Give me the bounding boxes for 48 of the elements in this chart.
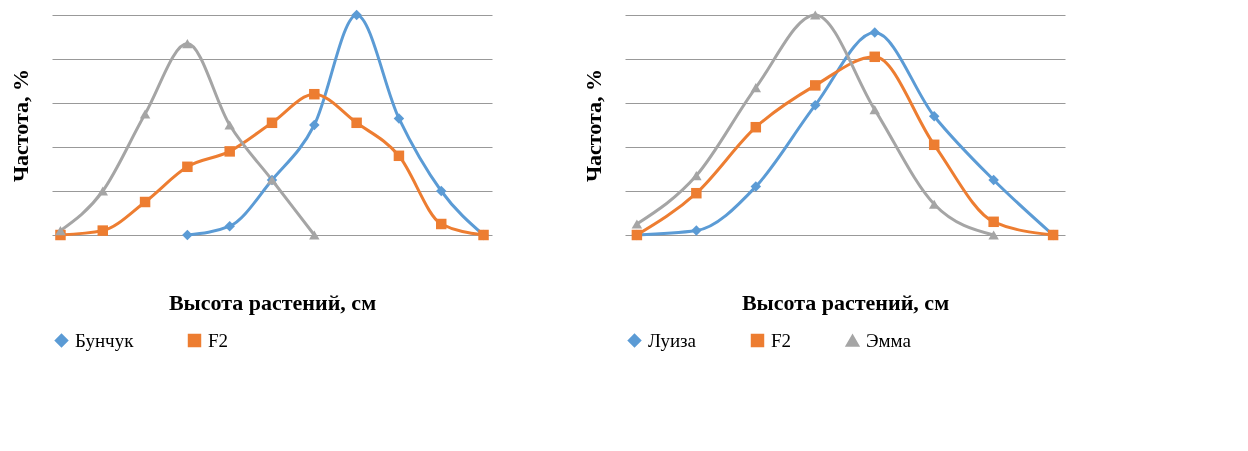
point: [988, 174, 999, 186]
point: [810, 99, 821, 111]
point: [182, 39, 193, 49]
legend-label: F2: [208, 329, 229, 351]
x-axis-title: Высота растений, см: [168, 289, 377, 315]
point: [393, 113, 405, 124]
point: [691, 225, 702, 236]
point: [224, 120, 235, 130]
point: [309, 119, 320, 131]
point: [869, 27, 880, 38]
point: [988, 216, 999, 228]
point: [435, 185, 447, 197]
point: [691, 171, 702, 181]
point: [266, 117, 278, 129]
point: [224, 146, 235, 157]
legend-label: F2: [771, 329, 792, 351]
point: [435, 218, 447, 230]
point: [393, 150, 405, 162]
point: [869, 105, 880, 115]
point: [869, 51, 880, 63]
point: [750, 121, 762, 133]
legend-label: Луиза: [648, 329, 697, 351]
x-axis-title: Высота растений, см: [741, 289, 950, 315]
point: [97, 186, 109, 196]
point: [750, 83, 762, 93]
point: [309, 88, 320, 100]
legend-label: Бунчук: [75, 329, 135, 351]
point: [97, 225, 109, 236]
point: [224, 220, 235, 232]
point: [182, 229, 193, 241]
point: [928, 110, 940, 122]
point: [810, 80, 821, 91]
point: [691, 187, 702, 199]
y-axis-title: Частота, %: [580, 68, 606, 183]
point: [182, 161, 193, 173]
point: [351, 117, 362, 129]
point: [55, 226, 66, 236]
point: [750, 181, 762, 192]
y-axis-title: Частота, %: [7, 68, 33, 183]
legend-label: Эмма: [866, 329, 912, 351]
point: [139, 196, 151, 208]
point: [351, 9, 362, 21]
point: [631, 219, 643, 229]
point: [988, 230, 999, 240]
point: [810, 10, 821, 20]
point: [309, 230, 320, 240]
point: [139, 109, 151, 119]
point: [928, 139, 940, 151]
